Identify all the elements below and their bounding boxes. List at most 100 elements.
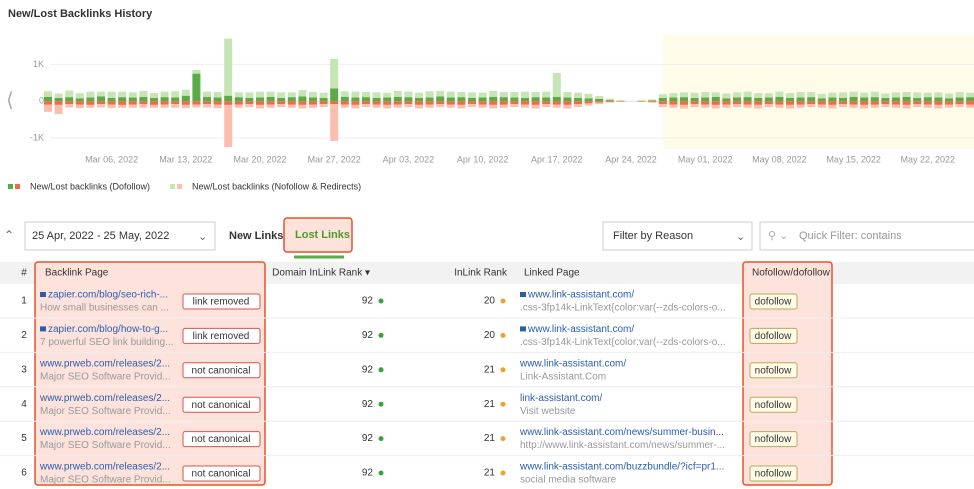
reason-badge [182,431,261,448]
bar [372,101,381,105]
bar [245,97,254,102]
row-number: 5 [21,433,27,444]
bar [86,91,95,98]
bar [287,92,296,98]
bar [181,95,190,102]
bar [446,91,455,98]
bar [574,101,582,105]
bar [499,97,508,102]
bar [733,104,741,108]
bar [542,91,551,98]
bar [266,104,275,108]
bar [383,104,392,109]
date-range: 25 Apr, 2022 - 25 May, 2022 [32,230,169,242]
bar [754,97,763,102]
tab-active[interactable]: Lost Links [295,229,350,241]
bar [902,92,911,97]
reason-badge [182,327,261,344]
prev-arrow[interactable]: ⟨ [6,89,14,111]
backlink-desc: Major SEO Software Provid... [40,440,171,451]
bar [786,93,794,98]
bar [425,97,434,102]
column-header: Backlink Page [45,268,109,279]
x-tick-label: May 08, 2022 [752,154,807,164]
bar [860,92,869,98]
bar [192,101,201,105]
bar [595,102,604,105]
bar [902,101,911,105]
bar [966,101,974,105]
bar [446,104,455,108]
x-tick-label: Apr 17, 2022 [531,154,583,164]
bar [786,97,794,102]
x-tick-label: Apr 03, 2022 [383,154,435,164]
search-box[interactable] [759,221,974,251]
bar [489,90,498,97]
bar [372,92,381,98]
follow: nofollow [755,365,792,376]
bar [786,104,794,109]
row-number: 1 [21,296,27,307]
bar [764,97,773,102]
y-tick-label: -1K [30,132,44,142]
bar [521,101,529,105]
bar [701,101,710,105]
rank-dot [378,332,384,338]
bar [574,104,582,108]
backlink-url: zapier.com/blog/how-to-g... [48,324,168,335]
date-dropdown[interactable] [24,221,216,251]
bar [510,97,519,102]
bar [404,101,413,105]
legend-swatch [170,184,176,189]
bar [213,97,222,102]
linked-desc: .css-3fp14k-LinkText{color:var(--zds-col… [520,303,726,314]
bar [75,93,84,99]
backlink-desc: 7 powerful SEO link building... [40,337,173,348]
backlink-url: www.prweb.com/releases/2... [39,358,170,369]
linked-desc: .css-3fp14k-LinkText{color:var(--zds-col… [520,337,726,348]
bar [605,100,614,102]
bar [446,97,455,102]
bar [372,104,381,108]
bar [923,101,932,105]
dropdown-caret: ⌄ [736,231,745,243]
bar [584,101,593,104]
legend-swatch [177,184,183,189]
bar [648,101,657,103]
bar [97,91,105,97]
bar [701,92,710,98]
bar [574,92,582,98]
bar [44,96,52,102]
linked-url: www.link-assistant.com/buzzbundle/?icf=p… [519,462,724,473]
bar [75,101,84,105]
bar [796,104,805,108]
bar [531,92,540,98]
bar [44,101,52,105]
inlink-rank: 20 [484,296,496,307]
collapse-icon[interactable]: ⌃ [4,228,14,242]
bar [319,104,328,108]
tab[interactable]: New Links [229,230,283,242]
bar [309,92,317,98]
bar [75,104,84,109]
bar [870,104,879,108]
bar [415,97,423,102]
bar [828,92,837,98]
bar [351,101,360,105]
backlink-url: www.prweb.com/releases/2... [39,393,170,404]
bar [415,92,423,98]
bar [648,100,657,102]
linked-url: link-assistant.com/ [520,393,602,404]
bar [340,91,349,97]
bar [468,104,476,108]
bar [733,101,741,105]
bar [531,97,540,102]
bar [563,92,572,98]
x-tick-label: Apr 10, 2022 [457,154,509,164]
bar [955,97,964,102]
lock-icon [520,292,526,297]
bar [436,101,445,105]
bar [584,103,593,106]
filter-dropdown[interactable] [602,221,753,251]
linked-desc: http://www.link-assistant.com/news/summe… [520,440,725,451]
